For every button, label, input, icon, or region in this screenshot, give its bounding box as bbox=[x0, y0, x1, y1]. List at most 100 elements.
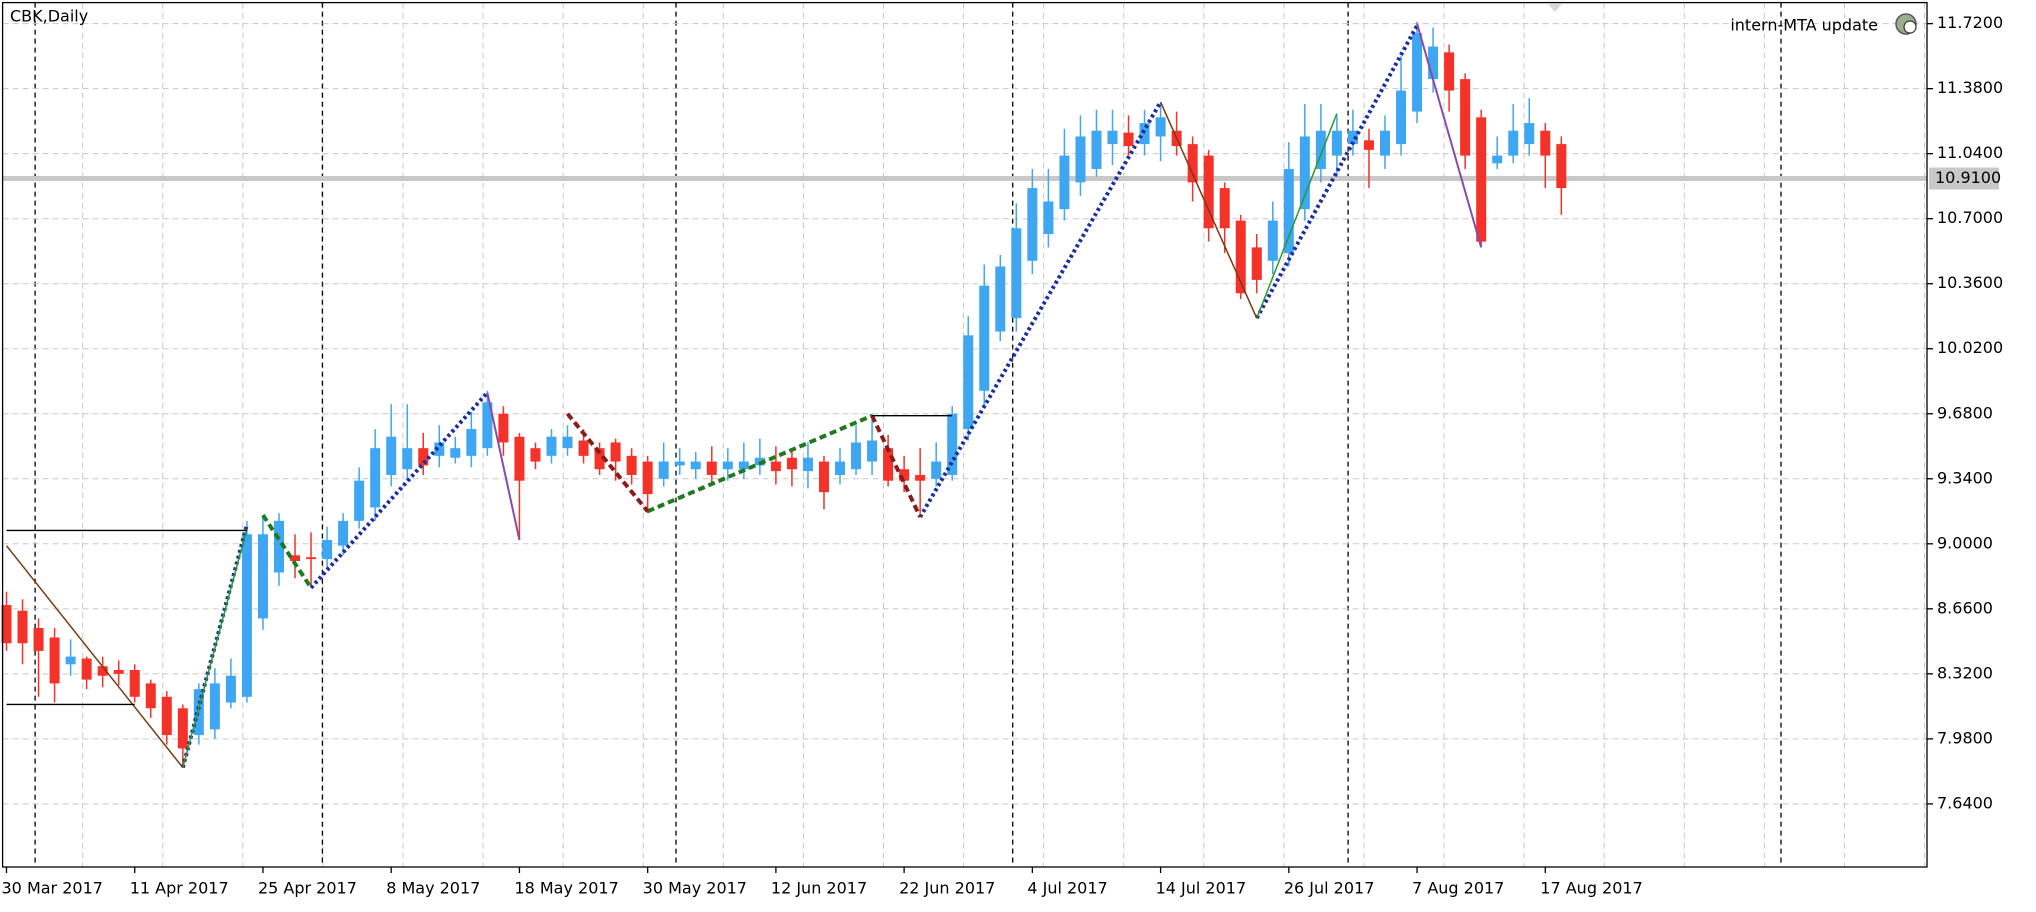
candle-body bbox=[145, 683, 156, 709]
candle-body bbox=[610, 442, 621, 462]
y-tick-label: 9.0000 bbox=[1937, 533, 1993, 552]
candle-body bbox=[1059, 155, 1070, 210]
x-tick-label: 4 Jul 2017 bbox=[1027, 879, 1107, 898]
candle-body bbox=[1379, 130, 1390, 156]
y-tick-label: 7.9800 bbox=[1937, 728, 1993, 747]
y-tick-label: 8.3200 bbox=[1937, 663, 1993, 682]
candle-body bbox=[562, 436, 573, 449]
x-tick-label: 12 Jun 2017 bbox=[771, 879, 867, 898]
candle-body bbox=[1299, 136, 1310, 210]
x-tick-label: 7 Aug 2017 bbox=[1412, 879, 1504, 898]
candle-body bbox=[1091, 130, 1102, 169]
candle-body bbox=[1396, 90, 1407, 145]
x-tick-label: 30 Mar 2017 bbox=[2, 879, 103, 898]
candle-body bbox=[418, 448, 429, 466]
candle-body bbox=[1476, 117, 1487, 242]
candle-body bbox=[1043, 201, 1054, 234]
price-label-box bbox=[1929, 167, 1999, 190]
candle-body bbox=[1492, 155, 1503, 164]
candle-body bbox=[1203, 155, 1214, 229]
candle-body bbox=[931, 461, 942, 479]
candle-body bbox=[1219, 188, 1230, 229]
candle-body bbox=[514, 436, 525, 481]
candle-body bbox=[1075, 136, 1086, 183]
candle-body bbox=[818, 461, 829, 493]
x-tick-label: 26 Jul 2017 bbox=[1284, 879, 1375, 898]
candle-body bbox=[273, 520, 284, 573]
zigzag-line bbox=[918, 101, 1163, 519]
candle-body bbox=[129, 670, 140, 697]
candle-body bbox=[594, 448, 605, 470]
candle-body bbox=[995, 266, 1006, 332]
candle-body bbox=[1251, 247, 1262, 280]
candle-body bbox=[546, 436, 557, 456]
candle-body bbox=[209, 683, 220, 730]
candle-body bbox=[161, 696, 172, 736]
candle-body bbox=[1155, 117, 1166, 137]
zigzag-line bbox=[870, 414, 922, 518]
candle-body bbox=[386, 436, 397, 475]
candle-body bbox=[306, 557, 317, 560]
candle-body bbox=[1428, 46, 1439, 80]
candle-body bbox=[626, 455, 637, 475]
candle-body bbox=[1556, 144, 1567, 189]
zigzag-line bbox=[565, 412, 650, 513]
candle-body bbox=[1331, 130, 1342, 156]
candle-body bbox=[1524, 123, 1535, 145]
candle-body bbox=[498, 413, 509, 443]
x-tick-label: 18 May 2017 bbox=[514, 879, 618, 898]
x-tick-label: 11 Apr 2017 bbox=[130, 879, 229, 898]
zigzag-line bbox=[646, 413, 873, 514]
price-label: 10.9100 bbox=[1935, 168, 2001, 187]
candle-body bbox=[322, 539, 333, 560]
y-tick-label: 7.6400 bbox=[1937, 793, 1993, 812]
candle-body bbox=[1363, 140, 1374, 150]
candle-body bbox=[1267, 220, 1278, 261]
indicator-icon bbox=[1548, 4, 1917, 35]
candle-body bbox=[1508, 130, 1519, 156]
zigzag-line bbox=[1416, 23, 1483, 248]
candle-body bbox=[354, 480, 365, 521]
candle-body bbox=[963, 335, 974, 430]
candle-body bbox=[578, 440, 589, 456]
candle-body bbox=[49, 637, 60, 684]
candle-body bbox=[722, 461, 733, 470]
candle-body bbox=[81, 658, 92, 680]
candle-body bbox=[947, 413, 958, 475]
candle-body bbox=[97, 666, 108, 676]
candle-body bbox=[1235, 220, 1246, 294]
candle-body bbox=[466, 429, 477, 456]
candle-body bbox=[915, 474, 926, 481]
y-tick-label: 10.3600 bbox=[1937, 273, 2003, 292]
candle-body bbox=[113, 670, 124, 674]
candle-body bbox=[530, 448, 541, 462]
candle-body bbox=[883, 448, 894, 481]
candle-body bbox=[835, 461, 846, 475]
y-tick-label: 9.3400 bbox=[1937, 468, 1993, 487]
candle-body bbox=[1540, 130, 1551, 156]
candle-body bbox=[450, 448, 461, 458]
candle-body bbox=[899, 469, 910, 481]
candle-body bbox=[1107, 130, 1118, 145]
candle-body bbox=[1412, 33, 1423, 112]
candle-body bbox=[33, 627, 44, 651]
marks bbox=[1, 21, 1567, 769]
zigzag-line bbox=[309, 391, 489, 590]
candle-body bbox=[257, 534, 268, 619]
candle-body bbox=[1, 605, 12, 644]
zigzag-line bbox=[1159, 101, 1258, 319]
candle-body bbox=[802, 457, 813, 472]
zigzag-line bbox=[1255, 24, 1419, 320]
candle-body bbox=[786, 457, 797, 470]
candle-body bbox=[1347, 130, 1358, 145]
chart-title: CBK,Daily bbox=[10, 7, 88, 26]
candle-body bbox=[370, 448, 381, 508]
candle-body bbox=[1283, 168, 1294, 254]
candle-body bbox=[402, 448, 413, 470]
y-tick-label: 10.7000 bbox=[1937, 208, 2003, 227]
candle-body bbox=[1444, 52, 1455, 91]
x-tick-label: 17 Aug 2017 bbox=[1540, 879, 1643, 898]
y-tick-label: 8.6600 bbox=[1937, 598, 1993, 617]
